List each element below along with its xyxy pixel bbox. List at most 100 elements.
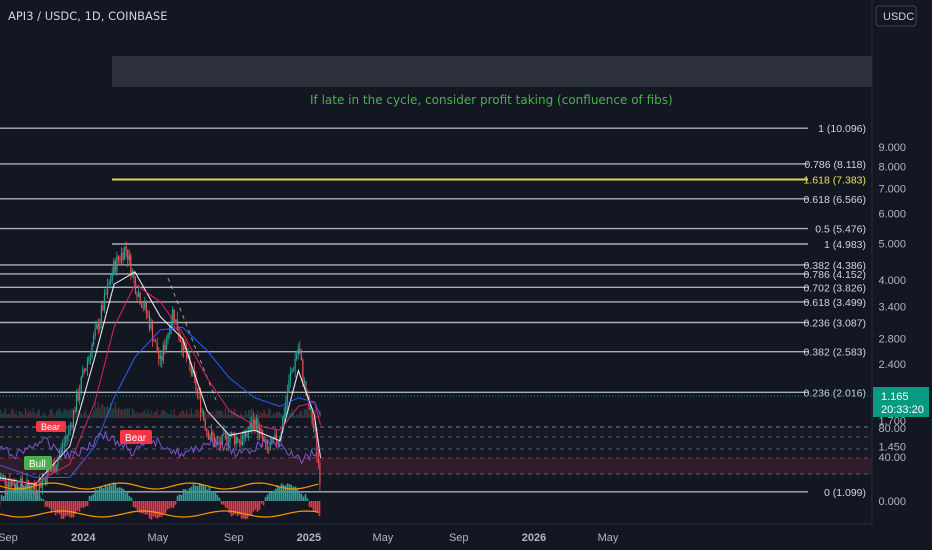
volume-bar-79: [119, 408, 121, 418]
candle-body-129: [196, 389, 199, 393]
candle-body-146: [223, 432, 225, 435]
osc-bar-72: [140, 501, 143, 514]
osc-bar-129: [254, 501, 257, 510]
candle-body-10: [12, 481, 14, 486]
osc-bar-115: [226, 501, 229, 509]
candle-body-177: [271, 438, 273, 445]
osc-bar-37: [70, 501, 73, 518]
volume-bar-5: [4, 408, 6, 418]
bear-label-2: Bear: [120, 430, 152, 444]
volume-bar-119: [181, 410, 183, 418]
candle-body-161: [246, 434, 248, 437]
volume-bar-152: [232, 411, 234, 418]
volume-bar-200: [306, 409, 309, 418]
candle-body-132: [201, 411, 203, 413]
volume-bar-176: [269, 409, 271, 418]
candle-body-93: [141, 303, 143, 308]
volume-bar-132: [201, 414, 203, 418]
volume-bar-150: [229, 415, 231, 418]
candle-body-47: [69, 425, 71, 428]
volume-bar-10: [12, 408, 14, 418]
candle-body-206: [316, 431, 318, 455]
osc-bar-78: [152, 501, 155, 517]
candle-body-155: [237, 437, 239, 443]
osc-bar-100: [196, 485, 199, 501]
price-tick-10: 1.700: [878, 415, 906, 427]
candle-body-199: [305, 381, 307, 396]
osc-bar-47: [90, 495, 93, 501]
osc-bar-95: [186, 490, 189, 501]
osc-bar-154: [304, 493, 307, 501]
moving-average-1: [0, 283, 322, 484]
volume-bar-16: [21, 412, 23, 418]
osc-bar-14: [24, 486, 27, 501]
osc-bar-50: [96, 489, 99, 501]
time-axis[interactable]: [0, 523, 932, 550]
volume-bar-149: [227, 409, 230, 418]
candle-body-138: [210, 431, 213, 438]
candle-body-37: [54, 464, 56, 473]
candle-body-57: [85, 368, 87, 372]
volume-bar-20: [27, 413, 30, 418]
osc-bar-94: [184, 488, 187, 501]
volume-bar-91: [137, 413, 140, 418]
price-tick-3: 6.000: [878, 209, 906, 221]
osc-bar-31: [58, 501, 61, 515]
symbol-title[interactable]: API3 / USDC, 1D, COINBASE: [8, 9, 168, 23]
volume-bar-185: [283, 414, 285, 418]
candle-body-149: [227, 442, 230, 445]
highlight-zone: [112, 56, 872, 87]
candle-body-117: [178, 330, 180, 337]
time-tick-1: 2024: [71, 532, 96, 544]
volume-bar-118: [179, 412, 182, 418]
candle-body-108: [164, 344, 166, 350]
osc-bar-85: [166, 501, 169, 510]
candle-body-185: [283, 414, 285, 418]
osc-bar-121: [238, 501, 241, 515]
candle-body-67: [100, 305, 102, 322]
osc-bar-76: [148, 501, 151, 519]
candle-body-201: [308, 396, 310, 410]
osc-bar-5: [6, 489, 9, 501]
osc-bar-62: [120, 487, 123, 501]
volume-bar-156: [238, 415, 240, 418]
osc-bar-150: [296, 487, 299, 501]
volume-bar-130: [198, 411, 200, 418]
volume-bar-105: [159, 414, 161, 418]
annotation-text: If late in the cycle, consider profit ta…: [310, 93, 673, 107]
osc-bar-15: [26, 483, 29, 501]
volume-bar-175: [268, 408, 270, 418]
price-axis[interactable]: [871, 0, 932, 524]
volume-bar-92: [139, 413, 141, 418]
osc-bar-38: [72, 501, 75, 518]
osc-bar-106: [208, 486, 211, 501]
moving-average-0: [0, 271, 322, 485]
candle-body-69: [103, 293, 106, 311]
osc-bar-140: [276, 485, 279, 501]
candle-body-46: [68, 427, 70, 436]
candle-body-52: [77, 393, 79, 400]
candle-body-156: [238, 441, 240, 443]
osc-bar-91: [178, 494, 181, 501]
candle-body-148: [226, 434, 228, 445]
osc-bar-92: [180, 494, 183, 501]
volume-bar-13: [17, 415, 19, 418]
osc-bar-59: [114, 484, 117, 501]
osc-bar-130: [256, 501, 259, 512]
volume-bar-73: [110, 402, 112, 418]
volume-bar-141: [215, 409, 217, 418]
osc-bar-56: [108, 483, 111, 501]
price-tick-11: 1.450: [878, 441, 906, 453]
currency-badge[interactable]: USDC: [875, 5, 917, 27]
osc-bar-157: [310, 501, 313, 508]
candle-body-24: [34, 486, 36, 490]
candle-body-96: [145, 302, 147, 314]
volume-bars: [0, 402, 321, 418]
candle-body-142: [217, 442, 219, 444]
volume-bar-89: [134, 413, 137, 418]
volume-bar-145: [221, 410, 223, 418]
volume-bar-115: [175, 414, 177, 418]
volume-bar-158: [241, 414, 244, 418]
candle-body-71: [106, 284, 109, 295]
osc-bar-152: [300, 493, 303, 501]
